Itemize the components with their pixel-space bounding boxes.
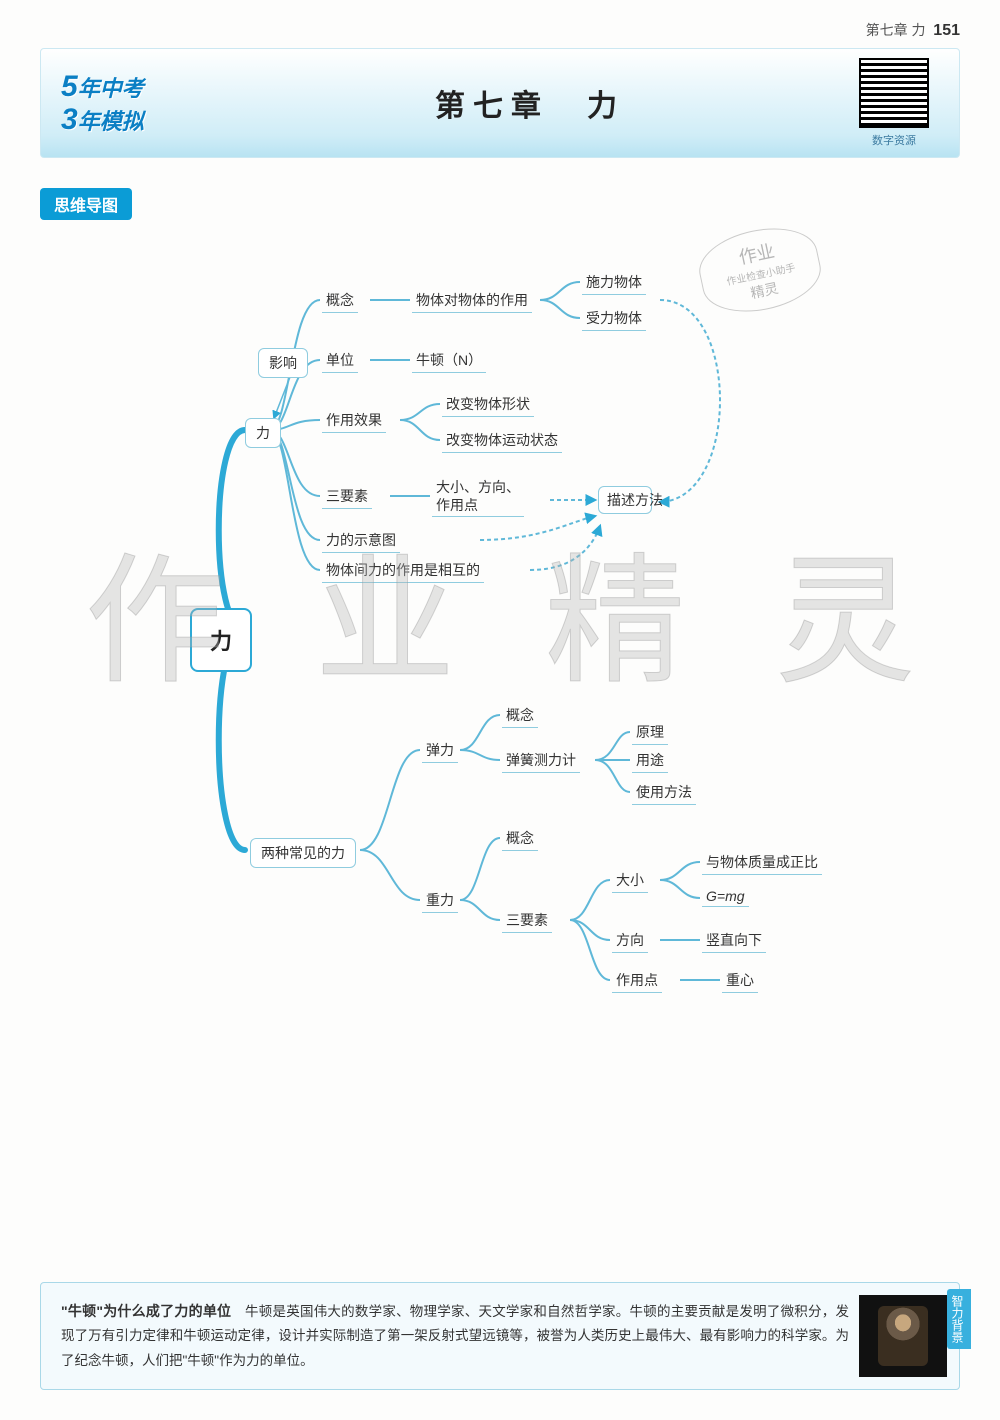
homework-stamp: 作业 作业检查小助手 精灵 bbox=[693, 218, 827, 321]
node-zl-sanyaosu: 三要素 bbox=[502, 908, 552, 933]
mindmap-lines bbox=[40, 240, 960, 1020]
series-logo: 5年中考 3年模拟 bbox=[61, 63, 211, 143]
node-tanhuang: 弹簧测力计 bbox=[502, 748, 580, 773]
node-gainian: 概念 bbox=[322, 288, 358, 313]
node-gainian-leaf: 物体对物体的作用 bbox=[412, 288, 532, 313]
node-zuoyong: 作用效果 bbox=[322, 408, 386, 433]
node-th-shiyong: 使用方法 bbox=[632, 780, 696, 805]
node-zl-fangxiang: 方向 bbox=[612, 928, 648, 953]
node-zl-daxiao: 大小 bbox=[612, 868, 648, 893]
node-lishiyi: 力的示意图 bbox=[322, 528, 400, 553]
node-yingxiang: 影响 bbox=[258, 348, 308, 378]
node-danwei: 单位 bbox=[322, 348, 358, 373]
chapter-label: 第七章 力 bbox=[866, 22, 926, 38]
node-th-yuanli: 原理 bbox=[632, 720, 668, 745]
chapter-title: 第七章 力 bbox=[211, 81, 849, 125]
page-header: 第七章 力 151 bbox=[40, 20, 960, 40]
side-flag: 智力背景 bbox=[947, 1289, 971, 1349]
node-sys-leaf: 大小、方向、 作用点 bbox=[432, 476, 524, 517]
mindmap-root: 力 bbox=[190, 608, 252, 672]
newton-portrait-icon bbox=[859, 1295, 947, 1377]
node-zl-zyd: 作用点 bbox=[612, 968, 662, 993]
node-shili: 施力物体 bbox=[582, 270, 646, 295]
footer-title: "牛顿"为什么成了力的单位 bbox=[61, 1303, 231, 1319]
node-zl-dx1: 与物体质量成正比 bbox=[702, 850, 822, 875]
node-sanyaosu: 三要素 bbox=[322, 484, 372, 509]
node-shouli: 受力物体 bbox=[582, 306, 646, 331]
node-zy1: 改变物体形状 bbox=[442, 392, 534, 417]
mindmap: 作业 作业检查小助手 精灵 bbox=[40, 240, 960, 1020]
qr-block: 数字资源 bbox=[849, 58, 939, 148]
node-th-yongtu: 用途 bbox=[632, 748, 668, 773]
section-tag-mindmap: 思维导图 bbox=[40, 188, 132, 220]
footer-knowledge-box: "牛顿"为什么成了力的单位 牛顿是英国伟大的数学家、物理学家、天文学家和自然哲学… bbox=[40, 1282, 960, 1390]
node-xianghu: 物体间力的作用是相互的 bbox=[322, 558, 484, 583]
node-zl-fx-leaf: 竖直向下 bbox=[702, 928, 766, 953]
node-zhongli: 重力 bbox=[422, 888, 458, 913]
page-number: 151 bbox=[933, 22, 960, 39]
qr-code-icon[interactable] bbox=[859, 58, 929, 128]
node-tl-gainian: 概念 bbox=[502, 703, 538, 728]
node-li: 力 bbox=[245, 418, 281, 448]
node-tanli: 弹力 bbox=[422, 738, 458, 763]
qr-label: 数字资源 bbox=[849, 132, 939, 148]
node-zy2: 改变物体运动状态 bbox=[442, 428, 562, 453]
node-zl-zyd-leaf: 重心 bbox=[722, 968, 758, 993]
node-zl-gainian: 概念 bbox=[502, 826, 538, 851]
chapter-banner: 5年中考 3年模拟 第七章 力 数字资源 bbox=[40, 48, 960, 158]
node-zl-dx2: G=mg bbox=[702, 886, 749, 907]
node-danwei-leaf: 牛顿（N） bbox=[412, 348, 486, 373]
node-common: 两种常见的力 bbox=[250, 838, 356, 868]
node-miaoshu: 描述方法 bbox=[598, 486, 652, 514]
